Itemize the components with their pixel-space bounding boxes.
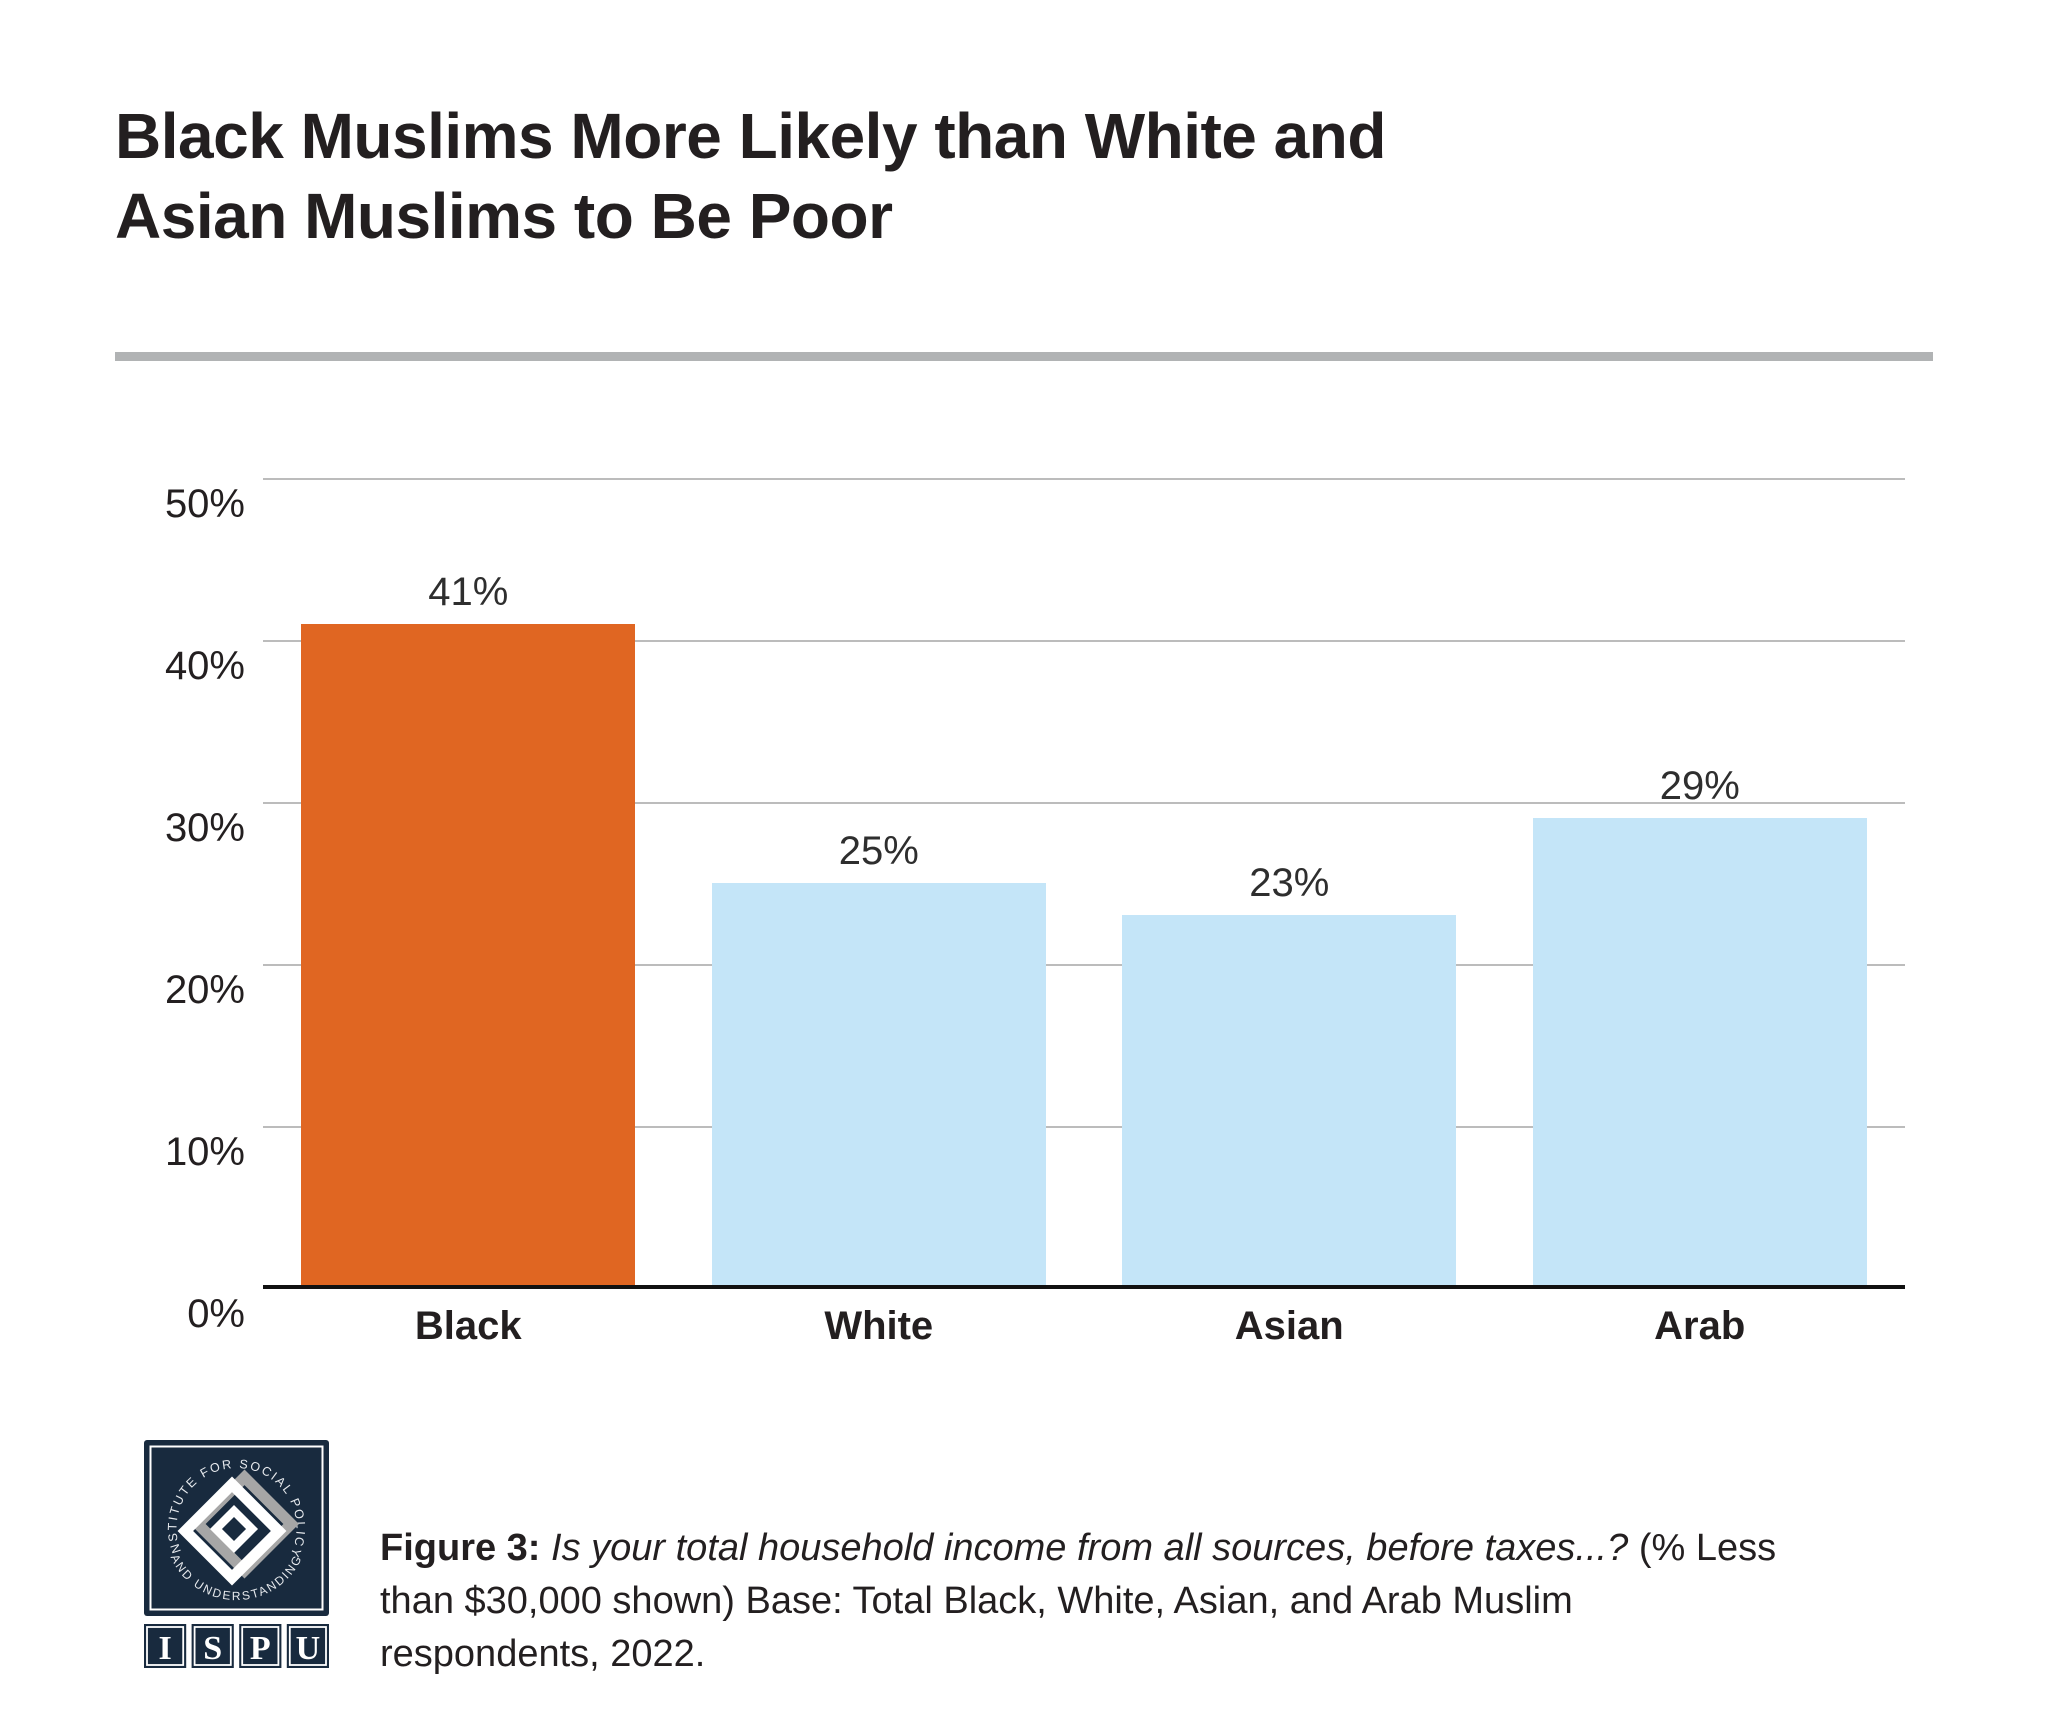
bar: 41% <box>301 570 636 1288</box>
bar-slot-arab: 29% <box>1495 478 1906 1288</box>
gridline-10 <box>263 1126 1905 1128</box>
y-axis-tick-label: 30% <box>164 806 245 850</box>
caption-line1-tail: (% Less <box>1638 1527 1777 1569</box>
y-axis-tick-label: 50% <box>164 482 245 526</box>
bar-value-label: 41% <box>428 569 509 614</box>
ispu-logo: INSTITUTE FOR SOCIAL POLICY AND UNDERSTA… <box>144 1440 329 1668</box>
caption-figure-label: Figure 3: <box>380 1527 552 1569</box>
logo-inner-border <box>149 1445 324 1611</box>
gridline-50 <box>263 478 1905 480</box>
y-axis-tick-label: 10% <box>164 1130 245 1174</box>
y-axis-tick-label: 20% <box>164 968 245 1012</box>
chart-title: Black Muslims More Likely than White and… <box>115 96 1386 256</box>
logo-letter-box: I <box>144 1624 187 1668</box>
bar-slot-asian: 23% <box>1084 478 1495 1288</box>
logo-letter-box: P <box>239 1624 282 1668</box>
bar-slot-black: 41% <box>263 478 674 1288</box>
bar-category-label: White <box>824 1304 934 1348</box>
bar-category-label: Asian <box>1234 1304 1344 1348</box>
gridline-40 <box>263 640 1905 642</box>
caption-line1: Figure 3: Is your total household income… <box>380 1522 1776 1575</box>
svg-text:P: P <box>250 1630 271 1667</box>
category-labels-row: Black White Asian Arab <box>263 1304 1905 1349</box>
chart-title-line1: Black Muslims More Likely than White and <box>115 100 1386 172</box>
gridline-20 <box>263 964 1905 966</box>
y-axis-tick-label: 0% <box>187 1292 245 1336</box>
x-axis-line <box>263 1285 1905 1289</box>
logo-letter-box: U <box>286 1624 329 1668</box>
bar-category-label: Arab <box>1654 1304 1746 1348</box>
svg-text:I: I <box>158 1630 171 1667</box>
bars-container: 41% 25% 23% 29% <box>263 478 1905 1288</box>
caption-line2: than $30,000 shown) Base: Total Black, W… <box>380 1580 1573 1622</box>
logo-letter-row: I S P U <box>144 1624 329 1668</box>
y-axis-tick-label: 40% <box>164 644 245 688</box>
logo-letter-box: S <box>191 1624 234 1668</box>
chart-title-line2: Asian Muslims to Be Poor <box>115 180 893 252</box>
bar: 23% <box>1122 861 1457 1288</box>
figure-caption: Figure 3: Is your total household income… <box>380 1522 1776 1681</box>
bar-slot-white: 25% <box>674 478 1085 1288</box>
bar-value-label: 23% <box>1249 861 1330 906</box>
bar-value-label: 25% <box>838 829 919 873</box>
svg-text:S: S <box>203 1630 222 1667</box>
gridline-30 <box>263 802 1905 804</box>
caption-line3: respondents, 2022. <box>380 1633 706 1675</box>
bar: 25% <box>711 829 1046 1288</box>
bar: 29% <box>1532 764 1867 1288</box>
bar-value-label: 29% <box>1659 764 1740 809</box>
caption-question: Is your total household income from all … <box>551 1527 1639 1569</box>
title-divider <box>115 352 1933 361</box>
bar-chart-plot-area: 41% 25% 23% 29% Black White <box>263 478 1905 1348</box>
bar-category-label: Black <box>414 1304 522 1348</box>
svg-text:U: U <box>296 1630 321 1667</box>
